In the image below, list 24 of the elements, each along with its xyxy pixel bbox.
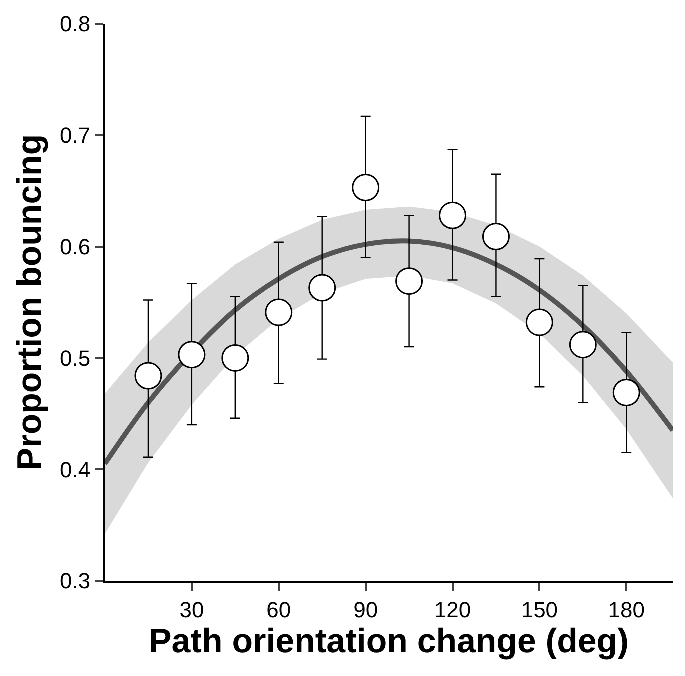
- point: [482, 223, 510, 251]
- x-tick-label: 30: [180, 597, 204, 622]
- y-tick-label: 0.7: [60, 123, 91, 148]
- point: [265, 298, 293, 326]
- point: [308, 274, 336, 302]
- y-tick-label: 0.5: [60, 346, 91, 371]
- point: [134, 362, 162, 390]
- x-tick-label: 150: [521, 597, 558, 622]
- point: [569, 331, 597, 359]
- x-axis-title: Path orientation change (deg): [149, 622, 629, 660]
- point: [439, 202, 467, 230]
- y-axis-title: Proportion bouncing: [11, 134, 50, 471]
- x-tick-label: 90: [354, 597, 378, 622]
- point: [178, 341, 206, 369]
- x-tick-label: 60: [266, 597, 292, 622]
- y-tick-label: 0.8: [60, 12, 91, 37]
- point: [222, 344, 250, 372]
- y-tick-label: 0.6: [60, 234, 91, 260]
- x-tick-label: 180: [608, 597, 645, 622]
- x-tick-label: 120: [434, 597, 472, 622]
- y-tick-label: 0.4: [60, 457, 91, 482]
- point: [612, 378, 640, 406]
- y-tick-label: 0.3: [60, 568, 91, 594]
- point: [526, 308, 554, 336]
